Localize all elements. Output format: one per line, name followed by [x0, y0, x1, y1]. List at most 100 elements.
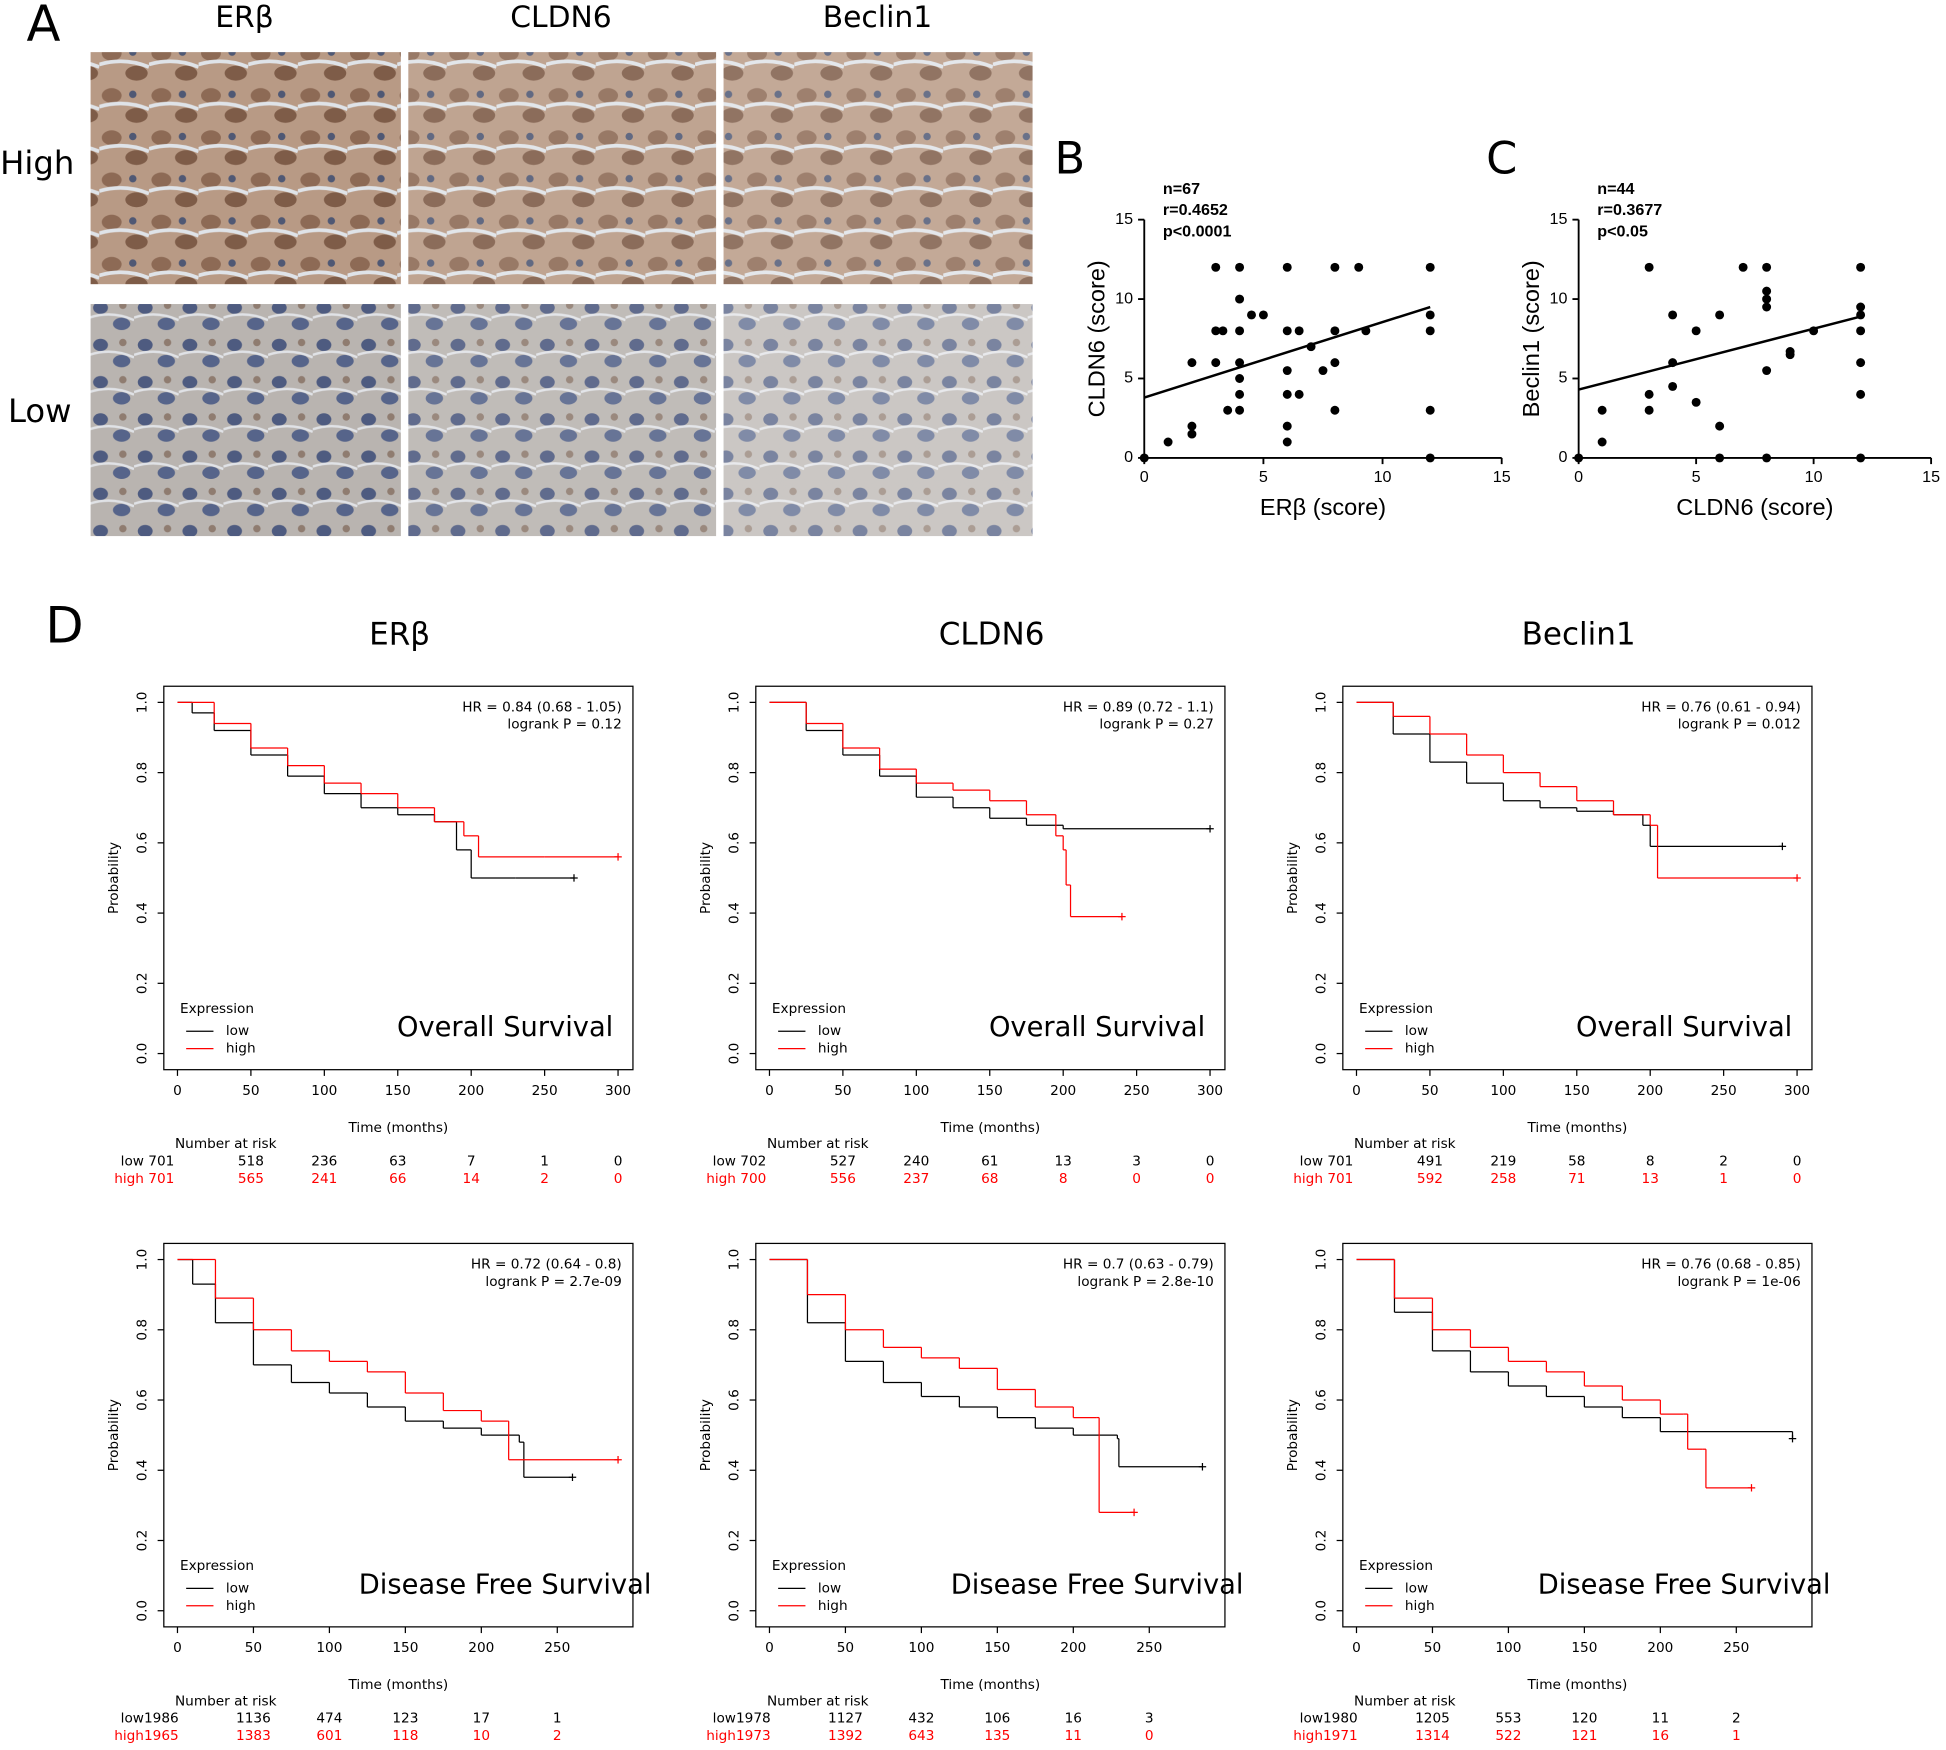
x-tick-label: 5	[1692, 468, 1701, 486]
censor-mark	[1130, 1508, 1138, 1517]
x-tick-label: 0	[765, 1640, 774, 1656]
risk-row-label: low	[1300, 1711, 1323, 1727]
censor-mark	[1198, 1463, 1207, 1471]
x-tick-label: 200	[1050, 1083, 1076, 1099]
point	[1211, 262, 1221, 272]
risk-row-label: low	[121, 1154, 144, 1170]
point	[1235, 405, 1245, 415]
survival-label: Disease Free Survival	[1538, 1569, 1831, 1600]
survival-label: Overall Survival	[1576, 1012, 1792, 1043]
risk-count: 432	[908, 1711, 934, 1727]
x-tick-label: 100	[1495, 1640, 1521, 1656]
point	[1318, 366, 1328, 376]
column-label: CLDN6	[510, 0, 612, 35]
risk-count: 135	[984, 1728, 1010, 1744]
legend-label: high	[818, 1041, 848, 1057]
y-tick-label: 0.0	[135, 1043, 151, 1065]
x-axis-label: Time (months)	[1527, 1677, 1628, 1693]
point	[1187, 429, 1197, 439]
x-tick-label: 0	[173, 1640, 182, 1656]
point	[1762, 286, 1772, 296]
hr-annotation: HR = 0.84 (0.68 - 1.05)	[462, 699, 622, 715]
risk-count: 240	[903, 1154, 929, 1170]
risk-count: 0	[614, 1154, 623, 1170]
x-tick-label: 200	[468, 1640, 494, 1656]
y-tick-label: 0.8	[727, 1319, 743, 1341]
y-axis-label: CLDN6 (score)	[1084, 260, 1110, 417]
point	[1856, 326, 1866, 336]
point	[1218, 326, 1228, 336]
point	[1668, 358, 1678, 368]
risk-count: 58	[1568, 1154, 1585, 1170]
y-tick-label: 0.8	[135, 1319, 151, 1341]
risk-count: 643	[908, 1728, 934, 1744]
point	[1762, 262, 1772, 272]
risk-row-label: high	[1293, 1171, 1323, 1187]
risk-count: 1127	[828, 1711, 863, 1727]
point	[1597, 437, 1607, 447]
trendline	[1578, 315, 1861, 391]
legend-title: Expression	[772, 1001, 846, 1017]
risk-count: 241	[311, 1171, 337, 1187]
histology-image	[90, 304, 401, 537]
legend-label: high	[1405, 1598, 1435, 1614]
x-tick-label: 50	[245, 1640, 262, 1656]
risk-count: 11	[1652, 1711, 1669, 1727]
y-axis-label: Probability	[1285, 1399, 1301, 1471]
x-tick-label: 50	[1421, 1083, 1438, 1099]
y-tick-label: 1.0	[135, 692, 151, 714]
legend-label: high	[1405, 1041, 1435, 1057]
risk-count: 123	[392, 1711, 418, 1727]
point	[1330, 326, 1340, 336]
risk-count: 701	[1327, 1171, 1353, 1187]
point	[1785, 347, 1795, 356]
column-label: ERβ	[215, 0, 274, 35]
x-tick-label: 10	[1805, 468, 1823, 486]
risk-count: 118	[392, 1728, 418, 1744]
risk-count: 1	[1719, 1171, 1728, 1187]
risk-row-label: low	[121, 1711, 144, 1727]
x-tick-label: 0	[1352, 1640, 1361, 1656]
risk-count: 1986	[144, 1711, 179, 1727]
stat-annotation: n=44	[1597, 180, 1634, 198]
risk-count: 1136	[236, 1711, 271, 1727]
censor-mark	[1793, 874, 1801, 882]
risk-count: 1	[553, 1711, 562, 1727]
risk-count: 2	[540, 1171, 549, 1187]
risk-row-label: low	[1300, 1154, 1323, 1170]
y-tick-label: 0.0	[1314, 1043, 1330, 1065]
risk-count: 2	[1719, 1154, 1728, 1170]
censor-mark	[1788, 1434, 1797, 1443]
trendline	[1143, 305, 1431, 399]
point	[1856, 358, 1866, 368]
risk-count: 592	[1417, 1171, 1443, 1187]
y-tick-label: 0.6	[135, 1389, 151, 1411]
point	[1211, 358, 1221, 368]
y-tick-label: 0.0	[727, 1600, 743, 1622]
panel-label: B	[1054, 132, 1085, 184]
legend-label: high	[226, 1041, 256, 1057]
x-axis-label: ERβ (score)	[1260, 494, 1386, 520]
point	[1235, 326, 1245, 336]
point	[1282, 366, 1292, 376]
histology-image	[408, 52, 717, 285]
risk-count: 8	[1059, 1171, 1068, 1187]
risk-count: 1971	[1323, 1728, 1358, 1744]
hr-annotation: logrank P = 0.012	[1678, 717, 1801, 733]
point	[1235, 389, 1245, 399]
survival-label: Overall Survival	[397, 1012, 613, 1043]
censor-mark	[568, 1473, 577, 1482]
histology-image	[723, 304, 1033, 537]
point	[1282, 262, 1292, 272]
x-tick-label: 50	[1424, 1640, 1441, 1656]
x-axis-label: Time (months)	[348, 1677, 449, 1693]
x-tick-label: 250	[532, 1083, 558, 1099]
y-tick-label: 0.4	[135, 1459, 151, 1481]
point	[1282, 389, 1292, 399]
x-tick-label: 100	[316, 1640, 342, 1656]
censor-mark	[570, 874, 578, 882]
km-chart: 0 50 100 150 200 250 0.0 0.2 0.4 0.6 0.8 1.0 Time (m…	[1285, 1242, 1831, 1744]
legend-title: Expression	[1359, 1558, 1433, 1574]
y-tick-label: 0.6	[1314, 832, 1330, 854]
